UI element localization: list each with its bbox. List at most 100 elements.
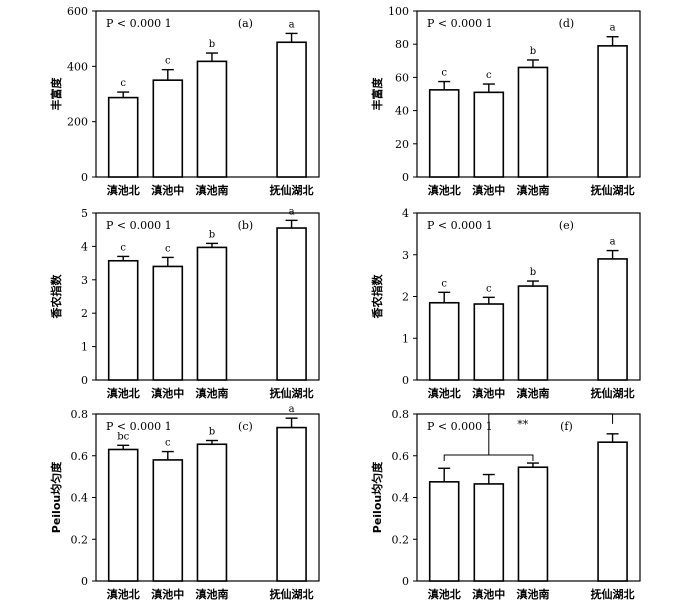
significance-letter: b	[209, 39, 215, 50]
bar	[107, 448, 139, 582]
y-tick-label: 0.8	[392, 408, 410, 421]
significance-letter: c	[441, 278, 447, 289]
bar	[276, 227, 307, 381]
chart-panel-d: 0 20 40 60 80 100 丰富度 P < 0.000 1 (d) c 滇池北 c 滇池中 b 滇池…	[370, 5, 641, 197]
x-category-label: 滇池北	[107, 386, 140, 400]
chart-panel-f: 00.20.40.60.8Peilou均匀度P < 0.000 1 (f)滇池北滇…	[370, 408, 641, 601]
bar	[473, 303, 505, 381]
panel-label: (a)	[238, 17, 253, 30]
bar	[152, 79, 184, 178]
significance-letter: b	[209, 427, 215, 438]
y-tick-label: 40	[395, 105, 409, 118]
y-tick-label: 20	[395, 138, 409, 151]
significance-letter: a	[289, 404, 295, 415]
x-category-label: 滇池中	[151, 386, 184, 400]
significance-letter: a	[289, 206, 295, 217]
chart-panel-a: 0 200 400 600 丰富度 P < 0.000 1 (a) c 滇池北 c 滇池中 b 滇池南 a…	[49, 5, 320, 197]
significance-letter: c	[165, 243, 171, 254]
x-category-label: 抚仙湖北	[591, 386, 635, 400]
x-category-label: 滇池南	[516, 587, 549, 601]
x-category-label: 滇池南	[195, 183, 228, 197]
significance-bracket	[443, 413, 614, 462]
y-tick-label: 0.2	[71, 533, 89, 546]
y-tick-label: 200	[67, 116, 88, 129]
chart-panel-b: 0 1 2 3 4 5 香农指数 P < 0.000 1 (b) c 滇池北 c 滇池中 b 滇池南 a 抚仙湖…	[49, 206, 320, 400]
x-category-label: 滇池北	[107, 587, 140, 601]
x-category-label: 滇池中	[472, 386, 505, 400]
significance-letter: a	[610, 237, 616, 248]
panel-label: (e)	[559, 219, 574, 232]
significance-letter: a	[289, 19, 295, 30]
y-tick-label: 0	[81, 374, 88, 387]
significance-letter: c	[165, 438, 171, 449]
significance-letter: b	[209, 229, 215, 240]
panel-label: (b)	[238, 219, 254, 232]
x-category-label: 抚仙湖北	[591, 587, 635, 601]
p-value-text: P < 0.000 1	[106, 420, 172, 433]
bar	[152, 265, 184, 381]
y-axis-label: Peilou均匀度	[49, 461, 63, 533]
significance-marker: **	[517, 418, 529, 431]
significance-letter: c	[486, 70, 492, 81]
bar	[428, 301, 460, 381]
bar	[428, 481, 460, 582]
y-tick-label: 0	[402, 374, 409, 387]
panel-label: (f)	[560, 420, 573, 433]
chart-panel-e: 0 1 2 3 4 香农指数 P < 0.000 1 (e) c 滇池北 c 滇池中 b 滇池南 a 抚仙湖北	[370, 207, 641, 400]
panel-label: (d)	[559, 17, 575, 30]
y-tick-label: 3	[402, 249, 409, 262]
y-tick-label: 0.2	[392, 533, 410, 546]
significance-letter: a	[610, 23, 616, 34]
y-tick-label: 1	[81, 341, 88, 354]
y-tick-label: 4	[402, 207, 409, 220]
bar	[107, 259, 139, 381]
bar	[276, 41, 307, 178]
significance-letter: c	[120, 78, 126, 89]
bar	[196, 60, 228, 178]
significance-letter: c	[441, 68, 447, 79]
bar	[428, 89, 460, 178]
p-value-text: P < 0.000 1	[427, 420, 493, 433]
x-category-label: 抚仙湖北	[591, 183, 635, 197]
x-category-label: 滇池北	[428, 183, 461, 197]
y-tick-label: 2	[402, 291, 409, 304]
x-category-label: 抚仙湖北	[270, 587, 314, 601]
y-tick-label: 0.6	[71, 450, 89, 463]
y-tick-label: 4	[81, 240, 88, 253]
bar	[597, 441, 628, 582]
y-tick-label: 100	[388, 5, 409, 18]
y-tick-label: 0	[81, 575, 88, 588]
x-category-label: 滇池南	[195, 386, 228, 400]
y-axis-label: 香农指数	[49, 274, 63, 320]
p-value-text: P < 0.000 1	[106, 219, 172, 232]
x-category-label: 滇池北	[107, 183, 140, 197]
y-axis-label: 丰富度	[370, 77, 384, 111]
y-axis-label: Peilou均匀度	[370, 461, 384, 533]
y-tick-label: 400	[67, 60, 88, 73]
x-category-label: 滇池南	[516, 183, 549, 197]
y-tick-label: 0.4	[71, 492, 89, 505]
bar	[517, 66, 549, 178]
y-axis-label: 丰富度	[49, 77, 63, 111]
y-tick-label: 1	[402, 332, 409, 345]
significance-letter: c	[120, 242, 126, 253]
x-category-label: 滇池中	[472, 587, 505, 601]
x-category-label: 抚仙湖北	[270, 386, 314, 400]
y-tick-label: 60	[395, 71, 409, 84]
y-tick-label: 0.6	[392, 450, 410, 463]
y-tick-label: 3	[81, 274, 88, 287]
y-tick-label: 0	[81, 171, 88, 184]
y-tick-label: 0.8	[71, 408, 89, 421]
y-tick-label: 2	[81, 307, 88, 320]
bar	[196, 443, 228, 582]
bar	[276, 426, 307, 582]
x-category-label: 滇池南	[195, 587, 228, 601]
bar	[517, 466, 549, 582]
x-category-label: 滇池中	[472, 183, 505, 197]
x-category-label: 滇池南	[516, 386, 549, 400]
y-axis-label: 香农指数	[370, 274, 384, 320]
p-value-text: P < 0.000 1	[427, 219, 493, 232]
bar	[152, 459, 184, 582]
bar	[107, 96, 139, 178]
